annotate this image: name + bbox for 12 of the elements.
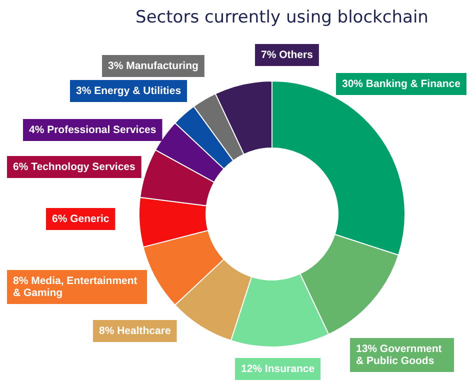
slice-label: 6% Technology Services (13, 161, 136, 173)
slice-label: 6% Generic (52, 213, 110, 225)
slice-label: 3% Energy & Utilities (76, 85, 182, 97)
slice-label: 4% Professional Services (29, 124, 156, 136)
slice-label: 7% Others (261, 49, 314, 61)
slice-label: 30% Banking & Finance (342, 78, 461, 90)
slice-label: 8% Media, Entertainment & Gaming (13, 275, 140, 299)
slice-label: 13% Government & Public Goods (356, 343, 445, 367)
slice-label: 8% Healthcare (99, 325, 171, 337)
chart-title: Sectors currently using blockchain (136, 8, 428, 28)
slice-label: 3% Manufacturing (108, 60, 198, 72)
slice-label: 12% Insurance (241, 363, 315, 375)
